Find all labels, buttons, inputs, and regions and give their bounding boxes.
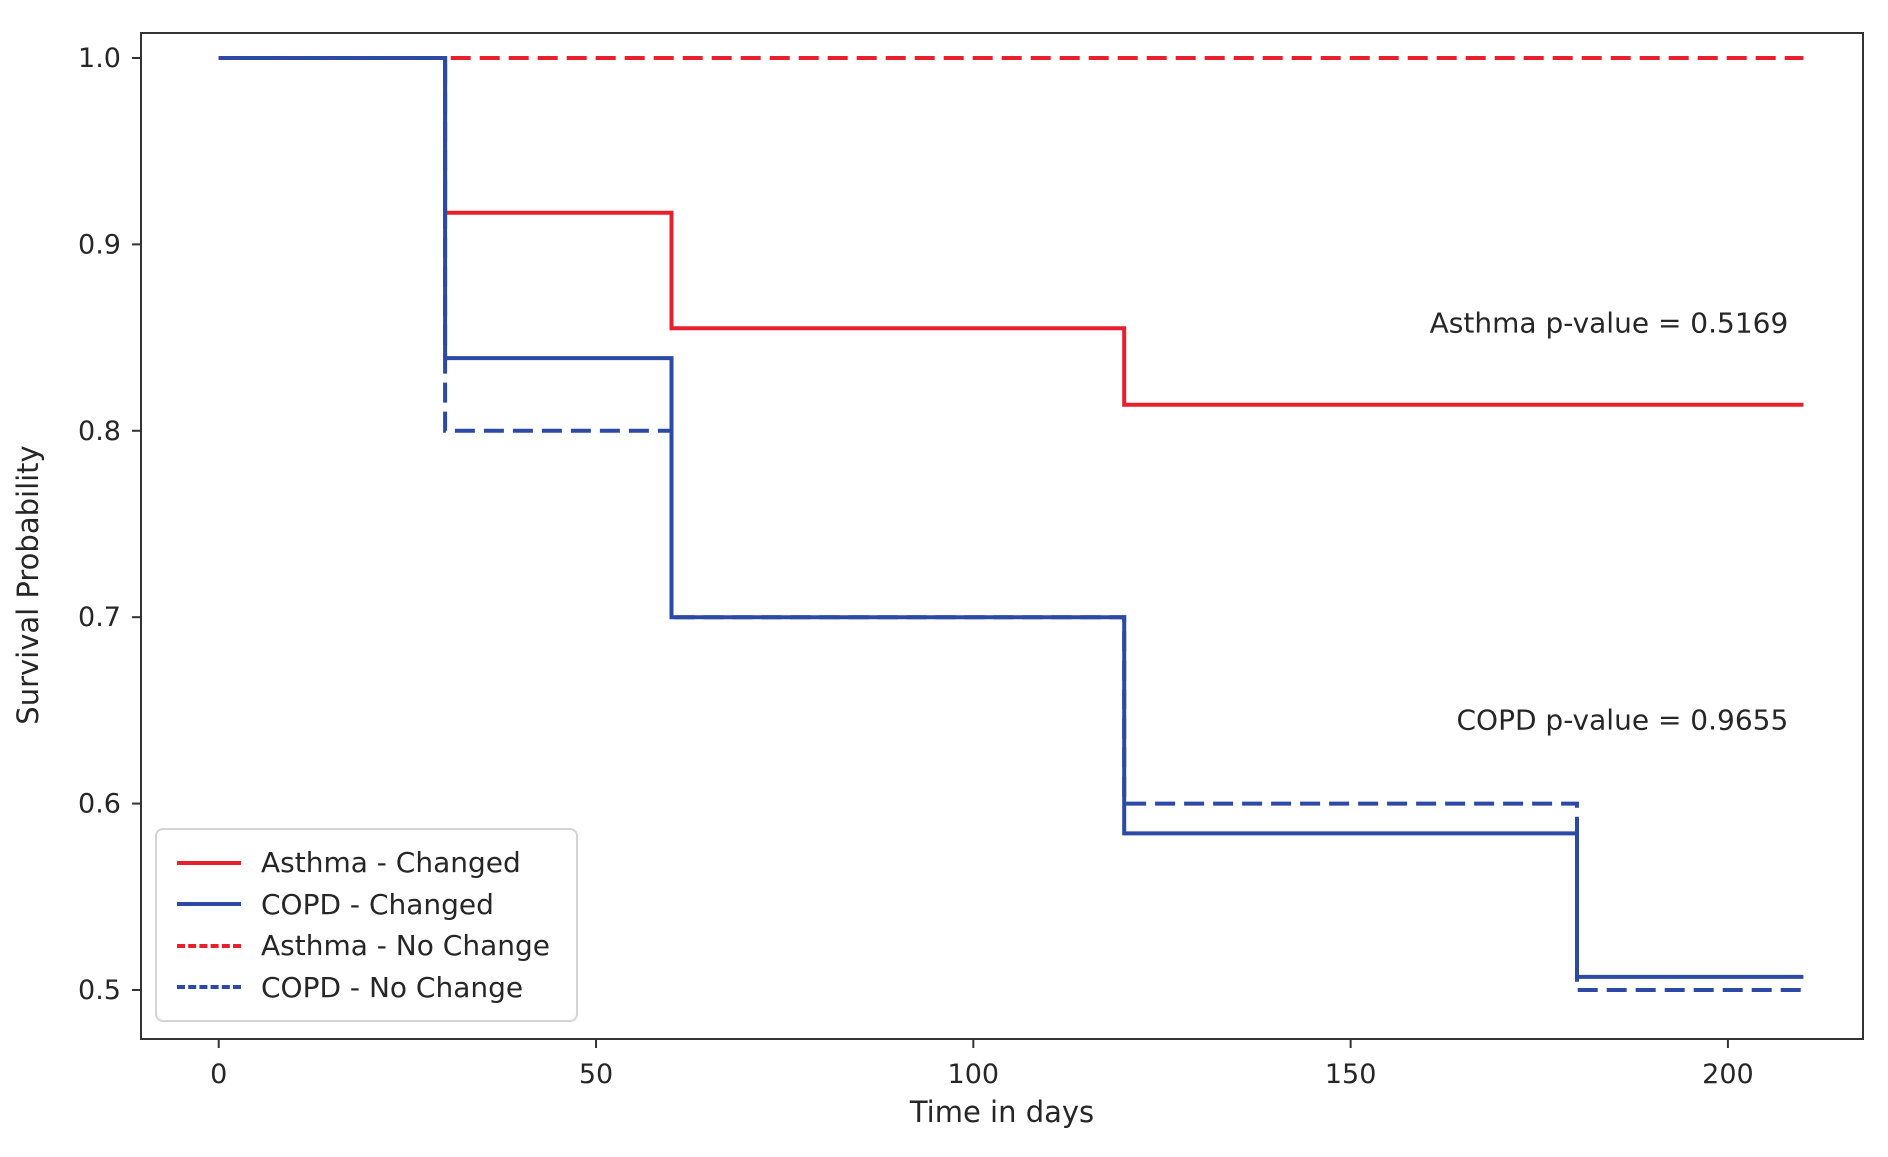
legend-label-asthma-no-change: Asthma - No Change	[261, 929, 550, 963]
y-tick-label-0.9: 0.9	[78, 229, 121, 260]
series-asthma-changed	[218, 56, 1804, 407]
x-tick-label-0: 0	[210, 1059, 227, 1090]
x-tick-label-150: 150	[1325, 1059, 1377, 1090]
legend-label-asthma-changed: Asthma - Changed	[261, 846, 521, 879]
legend-swatch-copd-changed	[177, 902, 241, 907]
legend-label-copd-no-change: COPD - No Change	[261, 970, 524, 1004]
y-axis-label: Survival Probability	[11, 445, 45, 725]
x-tick-label-50: 50	[579, 1059, 613, 1090]
series-copd-no-change	[218, 56, 1804, 992]
legend-swatch-asthma-changed	[177, 860, 241, 865]
legend-swatch-asthma-no-change	[177, 943, 241, 948]
x-axis-label: Time in days	[909, 1095, 1095, 1129]
legend-swatch-copd-no-change	[177, 985, 241, 990]
copd-pvalue-annotation: COPD p-value = 0.9655	[1457, 704, 1789, 737]
plot-frame	[140, 32, 1864, 1040]
legend-entry-copd-changed: COPD - Changed	[177, 884, 556, 925]
x-tick-label-100: 100	[948, 1059, 1000, 1090]
legend-entry-copd-no-change: COPD - No Change	[177, 967, 556, 1008]
y-tick-label-0.8: 0.8	[78, 416, 121, 447]
y-tick-label-0.5: 0.5	[78, 975, 121, 1006]
asthma-pvalue-annotation: Asthma p-value = 0.5169	[1430, 307, 1789, 340]
legend: Asthma - Changed COPD - Changed Asthma - N…	[155, 828, 578, 1022]
y-tick-label-0.6: 0.6	[78, 789, 121, 820]
y-tick-label-0.7: 0.7	[78, 602, 121, 633]
legend-entry-asthma-no-change: Asthma - No Change	[177, 925, 556, 966]
x-tick-label-200: 200	[1702, 1059, 1754, 1090]
legend-label-copd-changed: COPD - Changed	[261, 887, 494, 921]
y-tick-label-1.0: 1.0	[78, 43, 121, 74]
legend-entry-asthma-changed: Asthma - Changed	[177, 842, 556, 883]
